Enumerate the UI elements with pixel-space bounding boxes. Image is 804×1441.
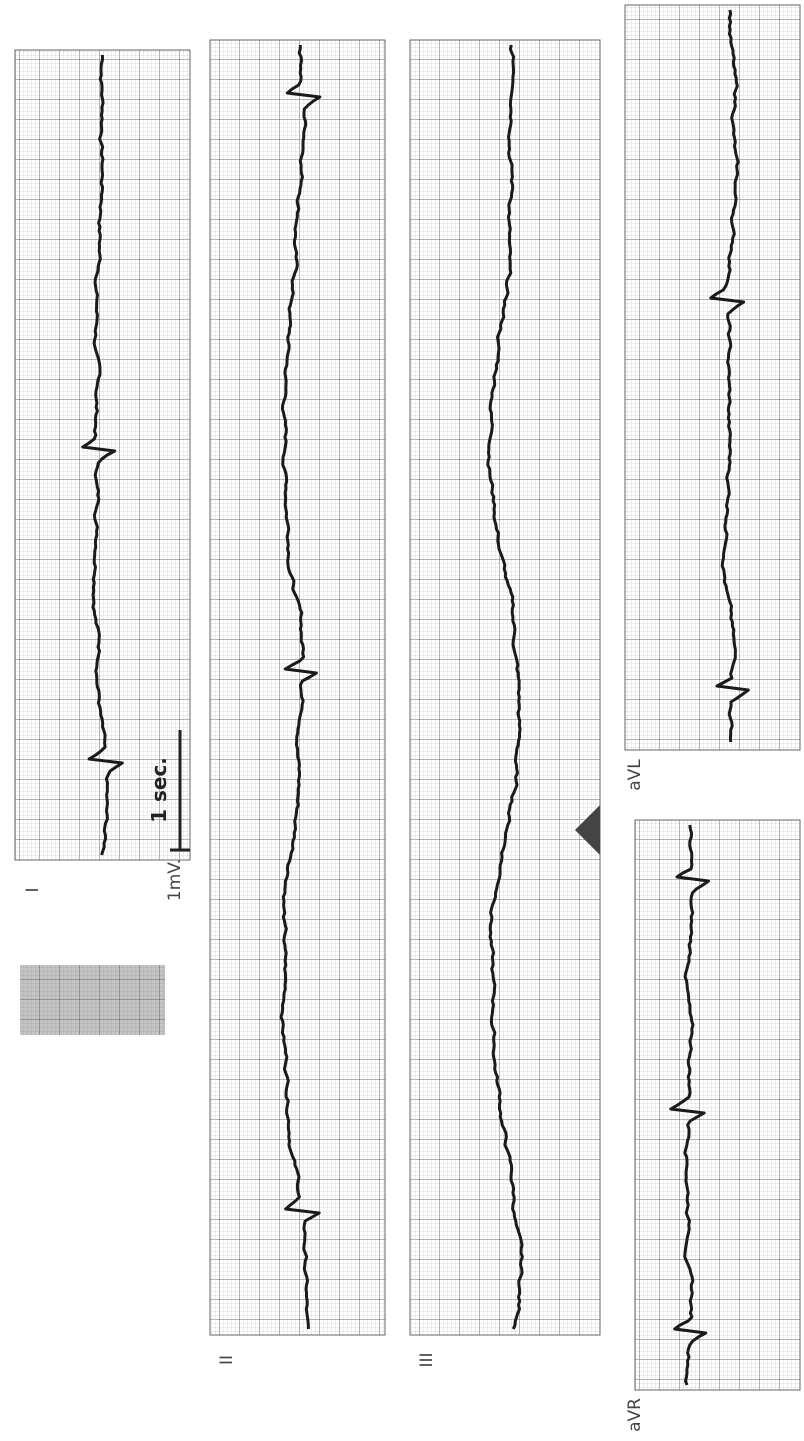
- strip-lead-3: [409, 39, 601, 1336]
- strip-lead-2: [209, 39, 386, 1336]
- ecg-trace: [486, 44, 524, 1330]
- lead-label: II: [217, 1355, 237, 1365]
- calibration-block: [20, 965, 165, 1035]
- strip-lead-avl: [624, 4, 801, 751]
- lead-label: III: [417, 1352, 437, 1367]
- ecg-trace: [709, 9, 750, 743]
- traces: [81, 9, 750, 1386]
- lead-label: aVR: [625, 1398, 645, 1432]
- ecg-trace: [81, 54, 124, 856]
- time-scale-label: 1 sec.: [147, 757, 171, 823]
- stain: [575, 805, 600, 855]
- strip-lead-avr: [634, 819, 801, 1391]
- lead-label: I: [23, 887, 43, 892]
- lead-label: aVL: [625, 759, 645, 791]
- ecg-trace: [669, 824, 710, 1386]
- ecg-trace: [279, 44, 322, 1330]
- voltage-scale-label: 1mV.: [165, 859, 185, 901]
- calibration-shade: [20, 965, 165, 1035]
